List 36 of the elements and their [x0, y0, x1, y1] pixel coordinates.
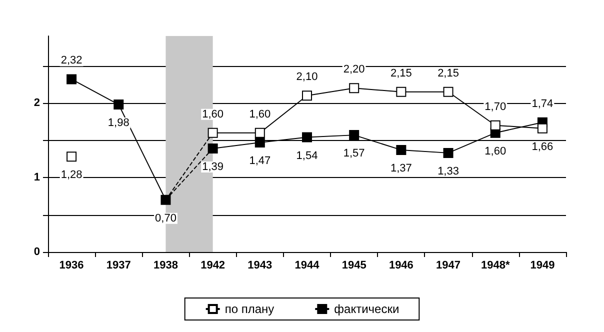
x-tick-label: 1936 [59, 260, 84, 272]
data-label: 1,47 [249, 155, 271, 168]
data-label: 1,98 [108, 117, 130, 130]
data-label: 1,60 [484, 145, 506, 158]
data-label: 1,60 [202, 108, 224, 120]
x-tick-label: 1938 [153, 260, 178, 272]
x-tick-label: 1949 [530, 260, 555, 272]
data-label: 1,57 [343, 148, 365, 160]
data-label: 1,33 [438, 165, 459, 178]
data-label: 2,32 [60, 54, 82, 67]
data-label: 2,15 [438, 67, 459, 80]
legend-label: по плану [224, 302, 274, 316]
data-label: 1,70 [484, 100, 506, 113]
data-label: 2,15 [390, 67, 412, 80]
y-tick-label: 1 [34, 172, 40, 184]
x-tick-label: 1948* [480, 260, 510, 272]
data-label: 1,60 [249, 108, 271, 120]
data-label: 0,70 [155, 212, 176, 224]
data-label: 2,20 [343, 64, 365, 76]
x-tick-label: 1942 [200, 260, 226, 272]
legend-label: фактически [334, 302, 400, 316]
data-label: 1,37 [390, 162, 412, 174]
data-label: 1,66 [532, 140, 554, 153]
data-label: 1,39 [202, 160, 224, 173]
data-label: 1,74 [532, 98, 554, 110]
x-tick-label: 1943 [248, 260, 272, 272]
data-label: 2,10 [296, 71, 318, 84]
x-tick-label: 1947 [436, 260, 461, 272]
x-tick-label: 1937 [106, 260, 131, 272]
y-tick-label: 2 [34, 97, 40, 110]
data-label: 1,54 [296, 150, 318, 162]
x-tick-label: 1946 [388, 260, 414, 272]
data-label: 1,28 [60, 169, 82, 182]
x-tick-label: 1945 [342, 260, 366, 272]
x-tick-label: 1944 [294, 260, 320, 272]
y-tick-label: 0 [34, 246, 40, 258]
